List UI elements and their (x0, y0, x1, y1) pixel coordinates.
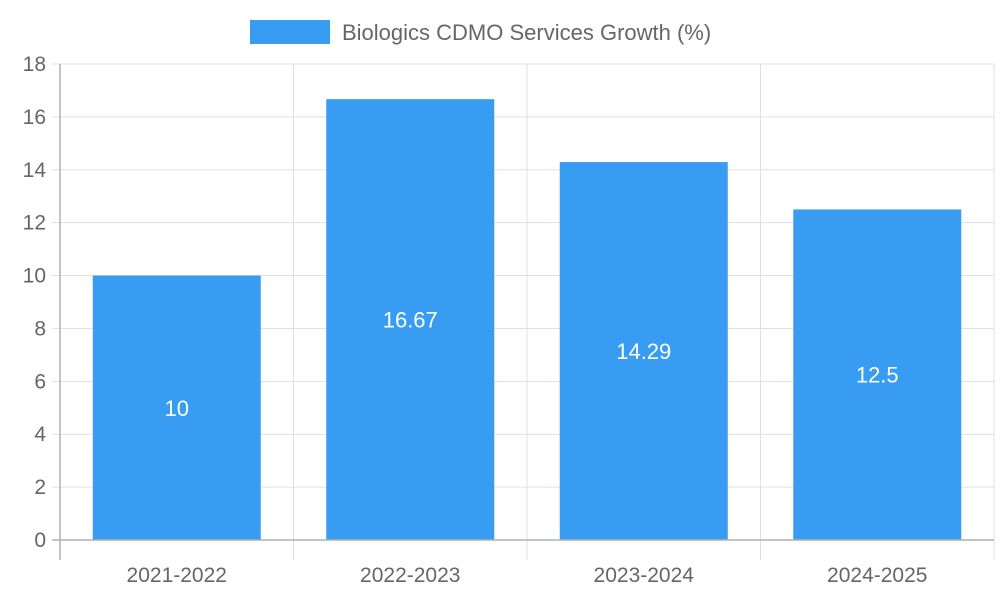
data-label: 14.29 (616, 339, 671, 364)
axes: 0 2 4 6 8 10 12 14 16 18 2021-2022 2022-2023 2023-20… (23, 53, 994, 587)
legend-swatch[interactable] (250, 20, 330, 44)
legend-label[interactable]: Biologics CDMO Services Growth (%) (342, 20, 711, 45)
y-tick-label: 2 (34, 476, 46, 499)
y-tick-label: 4 (34, 423, 46, 446)
y-tick-label: 10 (23, 265, 46, 288)
y-tick-label: 0 (34, 529, 46, 552)
legend[interactable]: Biologics CDMO Services Growth (%) (250, 20, 711, 45)
bar[interactable] (559, 162, 728, 540)
y-tick-label: 8 (34, 317, 46, 340)
bar[interactable] (92, 275, 261, 540)
y-tick-label: 6 (34, 370, 46, 393)
x-tick-label: 2023-2024 (594, 564, 695, 587)
data-label: 10 (165, 396, 189, 421)
x-tick-label: 2022-2023 (360, 564, 460, 587)
data-label: 12.5 (856, 363, 899, 388)
data-label: 16.67 (383, 308, 438, 333)
data-labels: 10 16.67 14.29 12.5 (165, 308, 899, 421)
bars (92, 99, 962, 540)
bar[interactable] (793, 209, 962, 540)
y-tick-label: 12 (23, 212, 46, 235)
y-tick-label: 18 (23, 53, 46, 76)
x-tick-label: 2021-2022 (127, 564, 227, 587)
x-tick-label: 2024-2025 (827, 564, 927, 587)
y-tick-label: 16 (23, 106, 46, 129)
bar[interactable] (326, 99, 495, 540)
y-tick-label: 14 (23, 159, 47, 182)
